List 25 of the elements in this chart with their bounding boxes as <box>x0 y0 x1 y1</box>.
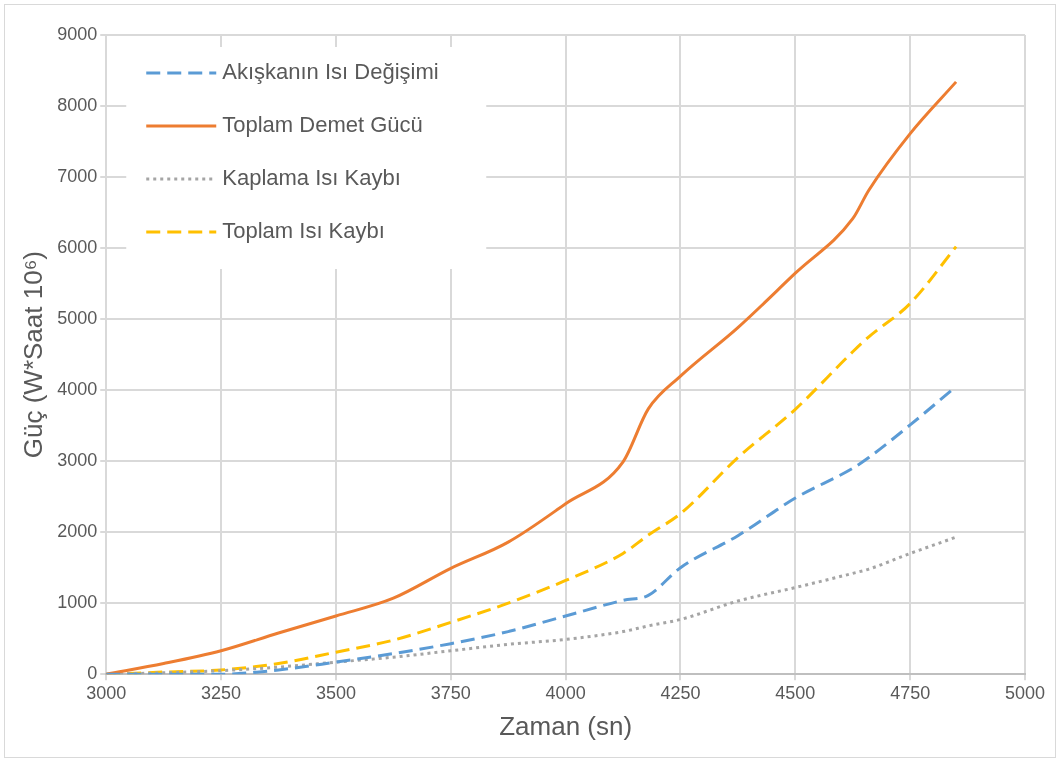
y-axis-title: Güç (W*Saat 10⁶) <box>17 250 48 459</box>
y-tick-label: 6000 <box>57 237 98 258</box>
y-tick-label: 2000 <box>57 521 98 542</box>
x-tick-label: 3750 <box>430 682 471 703</box>
y-tick-label: 3000 <box>57 450 98 471</box>
legend-label: Toplam Demet Gücü <box>222 112 423 138</box>
x-tick-label: 3500 <box>315 682 356 703</box>
x-tick-label: 4750 <box>890 682 931 703</box>
y-tick-label: 0 <box>87 663 98 684</box>
y-tick-label: 9000 <box>57 23 98 44</box>
y-tick-label: 5000 <box>57 308 98 329</box>
y-tick-label: 4000 <box>57 379 98 400</box>
x-tick-label: 4000 <box>545 682 586 703</box>
legend-label: Kaplama Isı Kaybı <box>222 165 401 191</box>
y-tick-label: 7000 <box>57 166 98 187</box>
y-tick-label: 1000 <box>57 592 98 613</box>
x-tick-label: 5000 <box>1004 682 1046 703</box>
x-tick-label: 3250 <box>201 682 242 703</box>
y-tick-label: 8000 <box>57 94 98 115</box>
legend-label: Toplam Isı Kaybı <box>222 218 385 244</box>
x-axis-title: Zaman (sn) <box>499 710 633 741</box>
x-tick-label: 4250 <box>660 682 701 703</box>
x-tick-label: 3000 <box>86 682 127 703</box>
legend-label: Akışkanın Isı Değişimi <box>222 59 439 85</box>
x-tick-label: 4500 <box>775 682 816 703</box>
